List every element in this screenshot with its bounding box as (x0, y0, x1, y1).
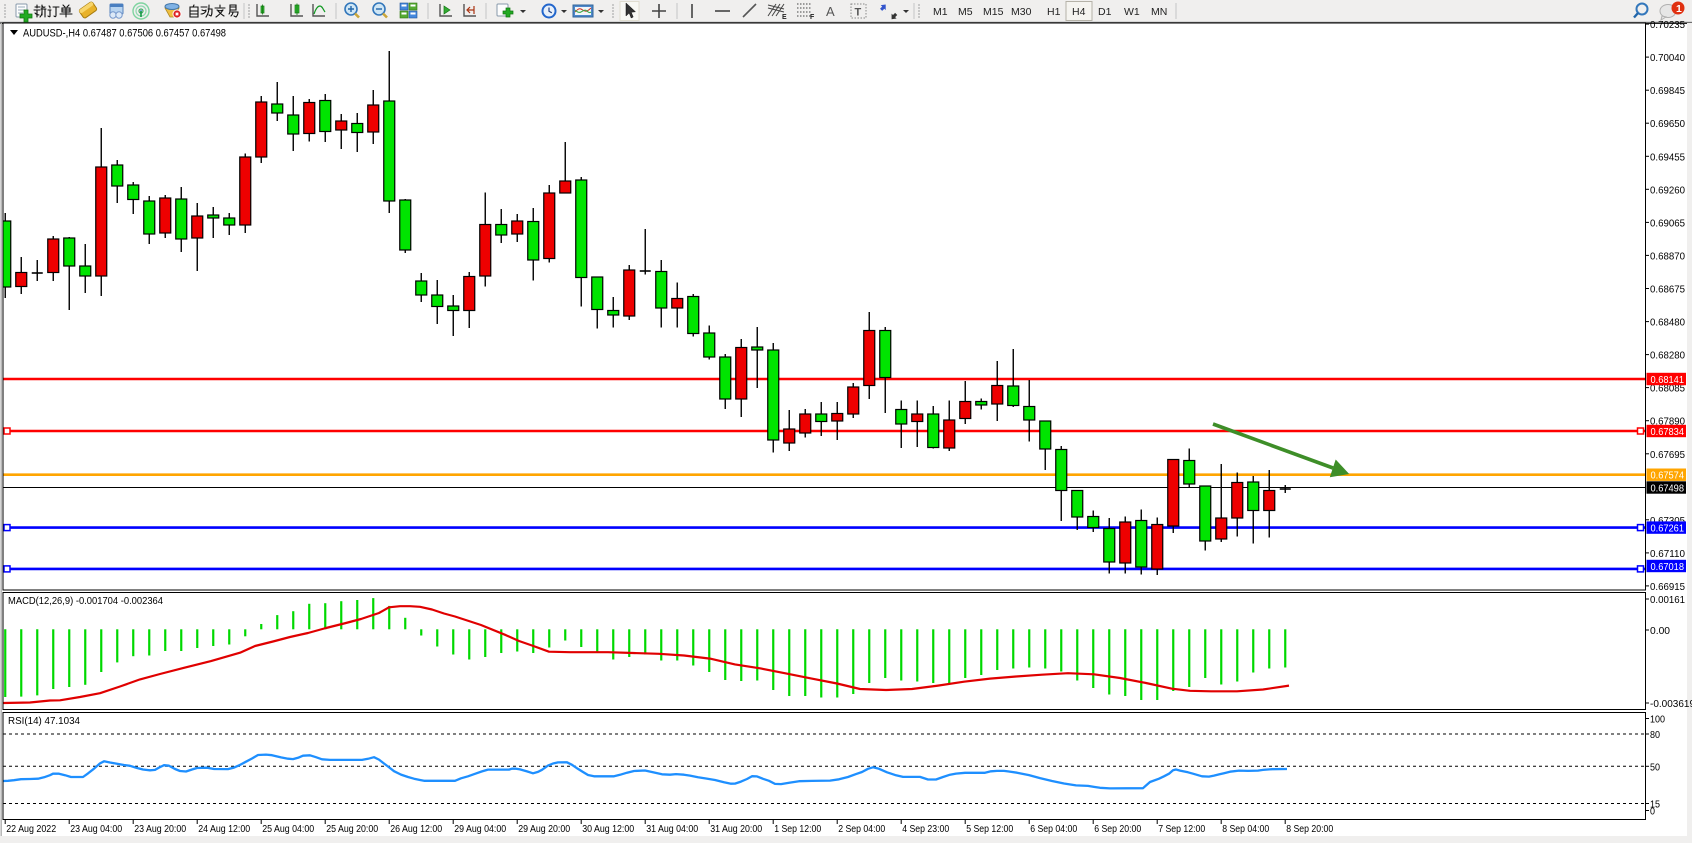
svg-text:8 Sep 04:00: 8 Sep 04:00 (1222, 823, 1269, 835)
svg-text:0.68141: 0.68141 (1651, 374, 1685, 386)
svg-text:7 Sep 12:00: 7 Sep 12:00 (1158, 823, 1205, 835)
svg-text:M1: M1 (933, 6, 948, 18)
svg-text:25 Aug 04:00: 25 Aug 04:00 (262, 823, 314, 835)
svg-text:H4: H4 (1072, 6, 1086, 18)
svg-text:0.66915: 0.66915 (1650, 581, 1685, 593)
svg-text:-0.003619: -0.003619 (1650, 698, 1692, 710)
svg-text:0.67890: 0.67890 (1650, 416, 1685, 428)
svg-text:8 Sep 20:00: 8 Sep 20:00 (1286, 823, 1333, 835)
svg-text:0.00161: 0.00161 (1650, 594, 1685, 606)
svg-text:0.68870: 0.68870 (1650, 250, 1685, 262)
svg-text:24 Aug 12:00: 24 Aug 12:00 (198, 823, 250, 835)
svg-text:M5: M5 (958, 6, 973, 18)
svg-text:0.67498: 0.67498 (1651, 483, 1685, 495)
svg-text:0.67574: 0.67574 (1651, 470, 1685, 482)
svg-text:M30: M30 (1011, 6, 1032, 18)
svg-text:6 Sep 20:00: 6 Sep 20:00 (1094, 823, 1141, 835)
svg-text:0.67261: 0.67261 (1651, 523, 1685, 535)
svg-text:0.69260: 0.69260 (1650, 184, 1685, 196)
svg-text:1: 1 (1676, 3, 1682, 15)
svg-text:23 Aug 20:00: 23 Aug 20:00 (134, 823, 186, 835)
svg-text:H1: H1 (1047, 6, 1061, 18)
svg-text:31 Aug 04:00: 31 Aug 04:00 (646, 823, 698, 835)
svg-text:RSI(14) 47.1034: RSI(14) 47.1034 (8, 715, 80, 727)
svg-text:2 Sep 04:00: 2 Sep 04:00 (838, 823, 885, 835)
svg-text:0.68280: 0.68280 (1650, 350, 1685, 362)
svg-text:0.67834: 0.67834 (1651, 426, 1685, 438)
svg-text:29 Aug 04:00: 29 Aug 04:00 (454, 823, 506, 835)
svg-text:F: F (810, 14, 815, 21)
svg-text:MACD(12,26,9) -0.001704 -0.002: MACD(12,26,9) -0.001704 -0.002364 (8, 595, 163, 607)
svg-text:0.00: 0.00 (1650, 625, 1670, 637)
svg-text:5 Sep 12:00: 5 Sep 12:00 (966, 823, 1013, 835)
svg-text:0.68085: 0.68085 (1650, 383, 1685, 395)
svg-text:0.70040: 0.70040 (1650, 52, 1685, 64)
svg-text:MN: MN (1151, 6, 1167, 18)
svg-text:26 Aug 12:00: 26 Aug 12:00 (390, 823, 442, 835)
svg-text:0.67695: 0.67695 (1650, 449, 1685, 461)
svg-text:0.67110: 0.67110 (1650, 548, 1685, 560)
svg-text:W1: W1 (1124, 6, 1140, 18)
svg-text:AUDUSD-,H4 0.67487 0.67506 0.: AUDUSD-,H4 0.67487 0.67506 0.67457 0.674… (23, 28, 226, 40)
svg-text:50: 50 (1650, 761, 1660, 773)
svg-text:M15: M15 (983, 6, 1004, 18)
svg-text:30 Aug 12:00: 30 Aug 12:00 (582, 823, 634, 835)
svg-text:A: A (826, 4, 835, 19)
svg-text:100: 100 (1650, 714, 1665, 726)
svg-text:0.69845: 0.69845 (1650, 85, 1685, 97)
svg-text:0.68480: 0.68480 (1650, 317, 1685, 329)
svg-text:15: 15 (1650, 799, 1660, 811)
svg-text:23 Aug 04:00: 23 Aug 04:00 (70, 823, 122, 835)
svg-text:1 Sep 12:00: 1 Sep 12:00 (774, 823, 821, 835)
svg-text:E: E (782, 14, 787, 21)
svg-text:T: T (855, 7, 862, 19)
svg-text:29 Aug 20:00: 29 Aug 20:00 (518, 823, 570, 835)
svg-text:0.69455: 0.69455 (1650, 151, 1685, 163)
svg-text:0.67018: 0.67018 (1651, 561, 1685, 573)
svg-text:4 Sep 23:00: 4 Sep 23:00 (902, 823, 949, 835)
svg-text:0.70235: 0.70235 (1650, 19, 1685, 31)
svg-text:0.68675: 0.68675 (1650, 284, 1685, 296)
svg-text:80: 80 (1650, 729, 1660, 741)
svg-text:0.69065: 0.69065 (1650, 217, 1685, 229)
svg-text:22 Aug 2022: 22 Aug 2022 (6, 823, 56, 835)
svg-text:6 Sep 04:00: 6 Sep 04:00 (1030, 823, 1077, 835)
svg-text:25 Aug 20:00: 25 Aug 20:00 (326, 823, 378, 835)
svg-text:D1: D1 (1098, 6, 1112, 18)
svg-text:0.69650: 0.69650 (1650, 118, 1685, 130)
svg-text:31 Aug 20:00: 31 Aug 20:00 (710, 823, 762, 835)
svg-text:0: 0 (1650, 806, 1655, 818)
